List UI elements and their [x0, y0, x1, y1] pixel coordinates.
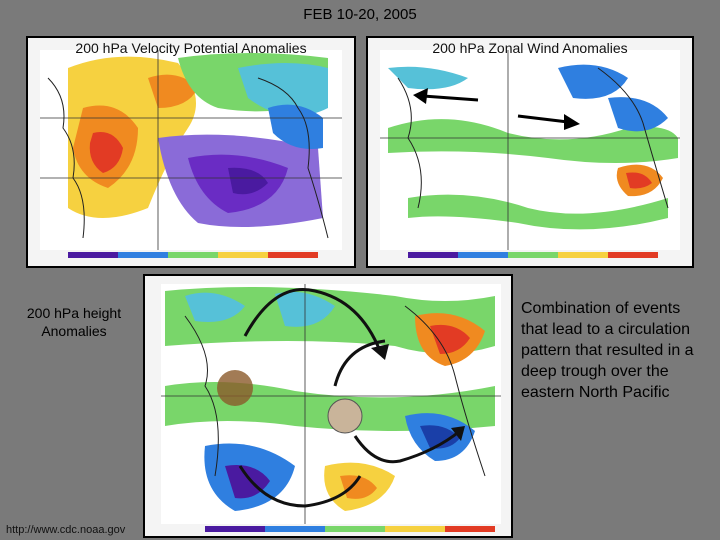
height-anomalies-caption: 200 hPa height Anomalies: [26, 305, 122, 339]
height-anomalies-panel: [143, 274, 513, 538]
description-text: Combination of events that lead to a cir…: [521, 300, 694, 401]
height-anomalies-map: [145, 276, 511, 536]
zonal-wind-map: [368, 38, 692, 266]
slide-title: FEB 10-20, 2005: [303, 6, 417, 23]
velocity-potential-map: [28, 38, 354, 266]
zonal-wind-panel: [366, 36, 694, 268]
brown-marker: [217, 370, 253, 406]
velocity-potential-caption: 200 hPa Velocity Potential Anomalies: [75, 40, 307, 56]
tan-marker: [327, 398, 363, 434]
zonal-wind-caption: 200 hPa Zonal Wind Anomalies: [432, 40, 628, 56]
source-url[interactable]: http://www.cdc.noaa.gov: [6, 524, 126, 536]
velocity-potential-panel: [26, 36, 356, 268]
